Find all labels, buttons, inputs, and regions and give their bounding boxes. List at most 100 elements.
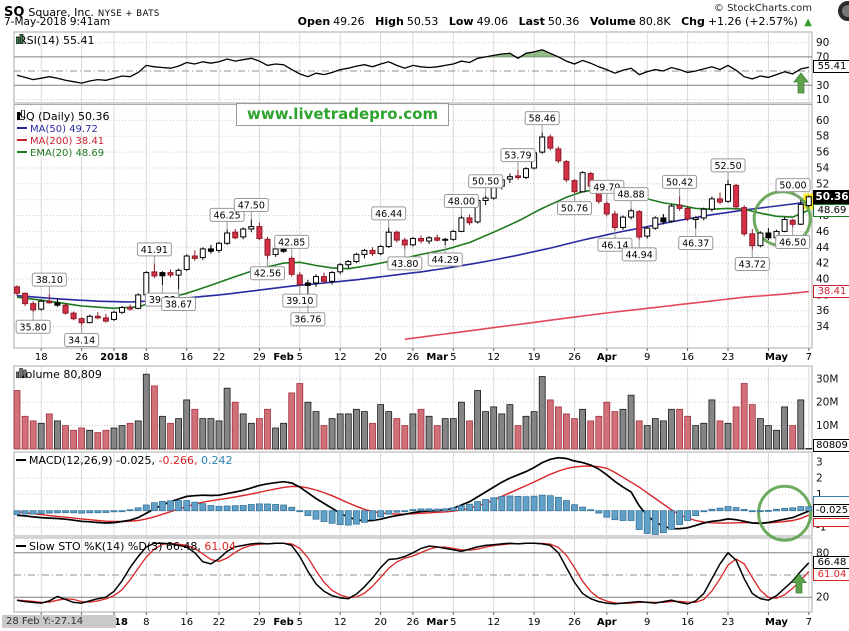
svg-text:42: 42 (816, 258, 829, 270)
svg-text:5: 5 (297, 352, 303, 363)
up-arrow-annotation (793, 72, 809, 94)
svg-text:29: 29 (253, 617, 266, 628)
sto-line-swatch (16, 544, 26, 548)
svg-text:26: 26 (568, 352, 581, 363)
legend-ema20: EMA(20) 48.69 (17, 148, 104, 159)
svg-text:53.79: 53.79 (504, 151, 531, 162)
svg-text:26: 26 (407, 617, 420, 628)
svg-text:38.67: 38.67 (165, 300, 192, 311)
open-value: 49.26 (333, 15, 365, 28)
svg-text:47.50: 47.50 (238, 201, 265, 212)
svg-text:16: 16 (180, 617, 193, 628)
macd-plot (16, 456, 813, 542)
svg-text:16: 16 (681, 352, 694, 363)
svg-text:26: 26 (568, 617, 581, 628)
last-label: Last (518, 15, 545, 28)
ma200-value-badge: 38.41 (813, 285, 849, 298)
svg-text:46.37: 46.37 (682, 238, 709, 249)
svg-text:50.76: 50.76 (561, 204, 588, 215)
ma50-line-swatch (17, 126, 27, 130)
svg-text:20: 20 (816, 592, 829, 604)
svg-text:38.10: 38.10 (36, 275, 63, 286)
pivot-labels: 35.8038.1034.1441.9139.2238.6746.2547.50… (15, 111, 811, 347)
sto-plot (16, 542, 810, 605)
candlestick-icon (17, 110, 25, 120)
sto-panel-label: Slow STO %K(14) %D(3) 66.48, 61.04 (16, 540, 236, 553)
svg-text:48.00: 48.00 (448, 197, 475, 208)
macd-line-swatch (16, 458, 26, 462)
macd-histogram (13, 494, 813, 535)
svg-text:26: 26 (75, 352, 88, 363)
svg-text:Apr: Apr (597, 352, 617, 363)
svg-text:50.50: 50.50 (472, 177, 499, 188)
svg-text:10M: 10M (816, 420, 838, 432)
svg-text:29: 29 (253, 352, 266, 363)
svg-text:20: 20 (374, 617, 387, 628)
ma50-label-text: MA(50) 49.72 (30, 124, 98, 135)
svg-text:9: 9 (644, 352, 650, 363)
chg-value: +1.26 (+2.57%) (707, 15, 798, 28)
sto-d-value-badge: 61.04 (813, 568, 849, 581)
svg-text:58: 58 (816, 131, 829, 143)
macd-value-text: -0.025, (116, 454, 156, 467)
svg-text:90: 90 (816, 37, 829, 49)
rsi-panel-label: RSI(14) 55.41 (16, 34, 94, 47)
up-arrow-annotation (791, 573, 807, 594)
company-name: Square, Inc. (28, 6, 94, 19)
rsi-value-badge: 55.41 (813, 60, 849, 73)
svg-text:34.14: 34.14 (68, 335, 95, 346)
svg-text:49.79: 49.79 (593, 182, 620, 193)
svg-text:41.91: 41.91 (141, 245, 168, 256)
svg-text:58.46: 58.46 (529, 114, 556, 125)
svg-text:7: 7 (806, 617, 812, 628)
svg-text:54: 54 (816, 163, 830, 175)
annotation-arrows (791, 72, 809, 594)
svg-text:35.80: 35.80 (20, 322, 47, 333)
svg-text:Apr: Apr (597, 617, 617, 628)
svg-text:20M: 20M (816, 397, 838, 409)
sto-value-badge: 66.48 (813, 556, 849, 569)
rsi-plot (16, 49, 809, 84)
svg-text:8: 8 (143, 617, 149, 628)
svg-text:9: 9 (644, 617, 650, 628)
svg-text:10: 10 (816, 94, 829, 106)
candlesticks (14, 132, 812, 326)
volume-bars-icon (16, 368, 27, 378)
stockcharts-logo-icon (838, 1, 849, 21)
sto-k-text: 66.48, (165, 540, 201, 553)
svg-text:26: 26 (407, 352, 420, 363)
rsi-label-text: RSI(14) 55.41 (19, 34, 95, 47)
svg-text:34: 34 (816, 321, 830, 333)
svg-text:46: 46 (816, 226, 830, 238)
svg-text:39.10: 39.10 (286, 296, 313, 307)
stockcharts-credit: © StockCharts.com (713, 3, 812, 14)
volume-panel-label: Volume 80,809 (16, 368, 102, 381)
macd-hist-text: 0.242 (200, 454, 233, 467)
svg-text:36: 36 (816, 305, 830, 317)
svg-text:12: 12 (487, 352, 500, 363)
svg-text:44: 44 (816, 242, 830, 254)
svg-text:46.50: 46.50 (779, 237, 806, 248)
ema20-line-swatch (17, 150, 27, 154)
macd-value-badge: -0.025 (813, 504, 849, 517)
last-price-badge: 50.36 (813, 190, 849, 204)
svg-text:Mar: Mar (426, 617, 448, 628)
svg-text:Feb: Feb (273, 617, 293, 628)
svg-text:8: 8 (143, 352, 149, 363)
svg-text:12: 12 (334, 617, 347, 628)
svg-text:5: 5 (450, 617, 456, 628)
macd-signal-text: -0.266, (158, 454, 198, 467)
ema20-label-text: EMA(20) 48.69 (30, 148, 105, 159)
legend-ma50: MA(50) 49.72 (17, 124, 98, 135)
svg-text:52.50: 52.50 (714, 161, 741, 172)
svg-text:50.42: 50.42 (666, 177, 693, 188)
indicator-icon (16, 34, 24, 44)
svg-text:52: 52 (816, 178, 829, 190)
macd-signal-badge (813, 518, 849, 527)
svg-text:7: 7 (806, 352, 812, 363)
svg-text:12: 12 (334, 352, 347, 363)
svg-text:May: May (765, 352, 788, 363)
price-panel-label: SQ (Daily) 50.36 (16, 110, 110, 123)
